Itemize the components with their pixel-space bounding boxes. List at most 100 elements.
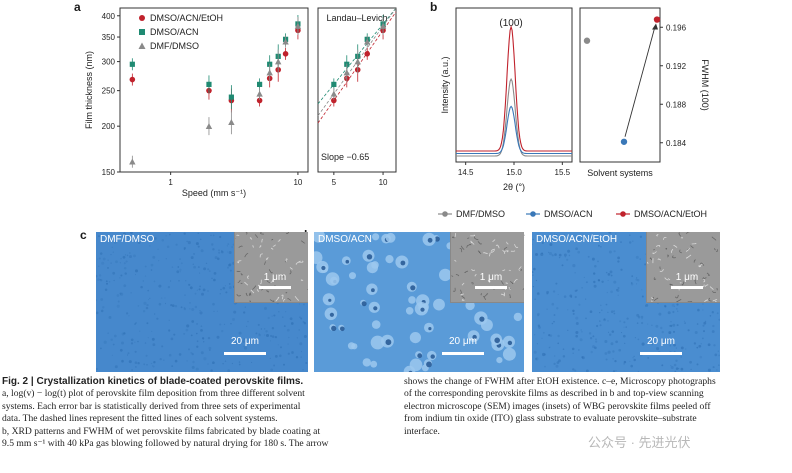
texture-speck — [572, 312, 575, 315]
texture-speck — [273, 314, 276, 317]
texture-speck — [291, 351, 294, 354]
sem-grain — [471, 282, 474, 285]
sem-grain — [281, 294, 284, 300]
texture-speck — [607, 350, 611, 354]
sem-inset-c-texture — [235, 232, 308, 302]
texture-speck — [174, 359, 178, 363]
sem-grain — [249, 292, 252, 296]
texture-speck — [670, 321, 672, 323]
texture-speck — [270, 334, 273, 338]
x-axis-label: Speed (mm s⁻¹) — [182, 188, 246, 198]
texture-speck — [532, 274, 534, 276]
texture-speck — [289, 317, 293, 321]
texture-speck — [96, 299, 97, 302]
texture-speck — [273, 364, 276, 367]
texture-speck — [593, 272, 596, 275]
texture-speck — [680, 367, 684, 371]
texture-speck — [210, 234, 212, 237]
texture-speck — [605, 271, 608, 274]
texture-speck — [96, 258, 99, 260]
texture-speck — [199, 285, 201, 288]
texture-speck — [114, 365, 118, 369]
texture-speck — [563, 295, 567, 298]
sem-grain — [502, 249, 506, 255]
texture-speck — [124, 254, 127, 256]
texture-speck — [183, 307, 186, 309]
sem-grain — [477, 250, 482, 255]
texture-speck — [145, 306, 149, 310]
texture-speck — [555, 233, 558, 236]
texture-speck — [120, 292, 124, 296]
texture-speck — [535, 279, 537, 282]
texture-speck — [112, 343, 115, 346]
texture-speck — [190, 351, 193, 354]
texture-speck — [246, 325, 248, 327]
sem-grain — [245, 292, 248, 297]
texture-speck — [170, 303, 173, 307]
texture-speck — [117, 300, 120, 303]
texture-speck — [220, 288, 222, 291]
texture-speck — [645, 305, 647, 307]
panel-label-c: c — [80, 228, 87, 242]
panel-label-a: a — [74, 0, 81, 14]
texture-speck — [164, 297, 166, 299]
fwhm-x-label: Solvent systems — [587, 168, 653, 178]
sem-grain — [237, 279, 241, 283]
texture-speck — [164, 302, 167, 305]
texture-speck — [150, 269, 153, 271]
texture-speck — [537, 314, 540, 317]
texture-speck — [200, 325, 203, 327]
legend-label-b: DMSO/ACN — [544, 209, 593, 219]
texture-speck — [227, 266, 229, 269]
texture-speck — [617, 286, 620, 290]
texture-speck — [578, 349, 580, 351]
texture-speck — [191, 308, 195, 311]
sem-grain — [247, 275, 250, 280]
legend-label-a: DMF/DMSO — [150, 41, 199, 51]
texture-speck — [625, 326, 627, 328]
texture-speck — [101, 261, 105, 265]
texture-speck — [673, 363, 677, 367]
main-scalebar-c — [224, 352, 266, 355]
texture-speck — [608, 232, 612, 234]
data-point — [129, 61, 135, 67]
texture-speck — [675, 367, 679, 370]
texture-speck — [568, 254, 571, 257]
grain-core — [361, 301, 367, 307]
texture-speck — [147, 289, 150, 292]
texture-speck — [176, 270, 180, 274]
texture-speck — [700, 343, 702, 345]
texture-speck — [119, 292, 122, 295]
texture-speck — [227, 243, 230, 246]
texture-speck — [267, 316, 270, 320]
sem-grain — [708, 297, 712, 302]
texture-speck — [212, 302, 215, 306]
texture-speck — [196, 332, 198, 335]
sem-grain — [265, 257, 269, 260]
texture-speck — [165, 235, 167, 237]
sem-grain — [504, 250, 509, 253]
texture-speck — [637, 371, 640, 372]
sem-grain — [670, 248, 674, 254]
texture-speck — [548, 334, 551, 337]
texture-speck — [664, 304, 667, 308]
texture-speck — [610, 290, 613, 294]
texture-speck — [225, 291, 228, 294]
texture-speck — [112, 251, 114, 253]
sem-grain — [649, 257, 653, 261]
grain-spot — [362, 358, 371, 367]
texture-speck — [287, 352, 290, 355]
texture-speck — [689, 360, 692, 364]
sem-inset-e-texture — [647, 232, 718, 302]
texture-speck — [283, 363, 285, 366]
texture-speck — [146, 303, 149, 307]
grain-spot — [433, 298, 445, 311]
texture-speck — [197, 245, 200, 248]
sem-grain — [300, 240, 306, 244]
grain-spot — [502, 347, 516, 361]
slope-label: Slope −0.65 — [321, 152, 369, 162]
texture-speck — [277, 310, 280, 313]
texture-speck — [542, 352, 546, 357]
texture-speck — [546, 290, 549, 294]
sem-grain — [251, 285, 257, 290]
